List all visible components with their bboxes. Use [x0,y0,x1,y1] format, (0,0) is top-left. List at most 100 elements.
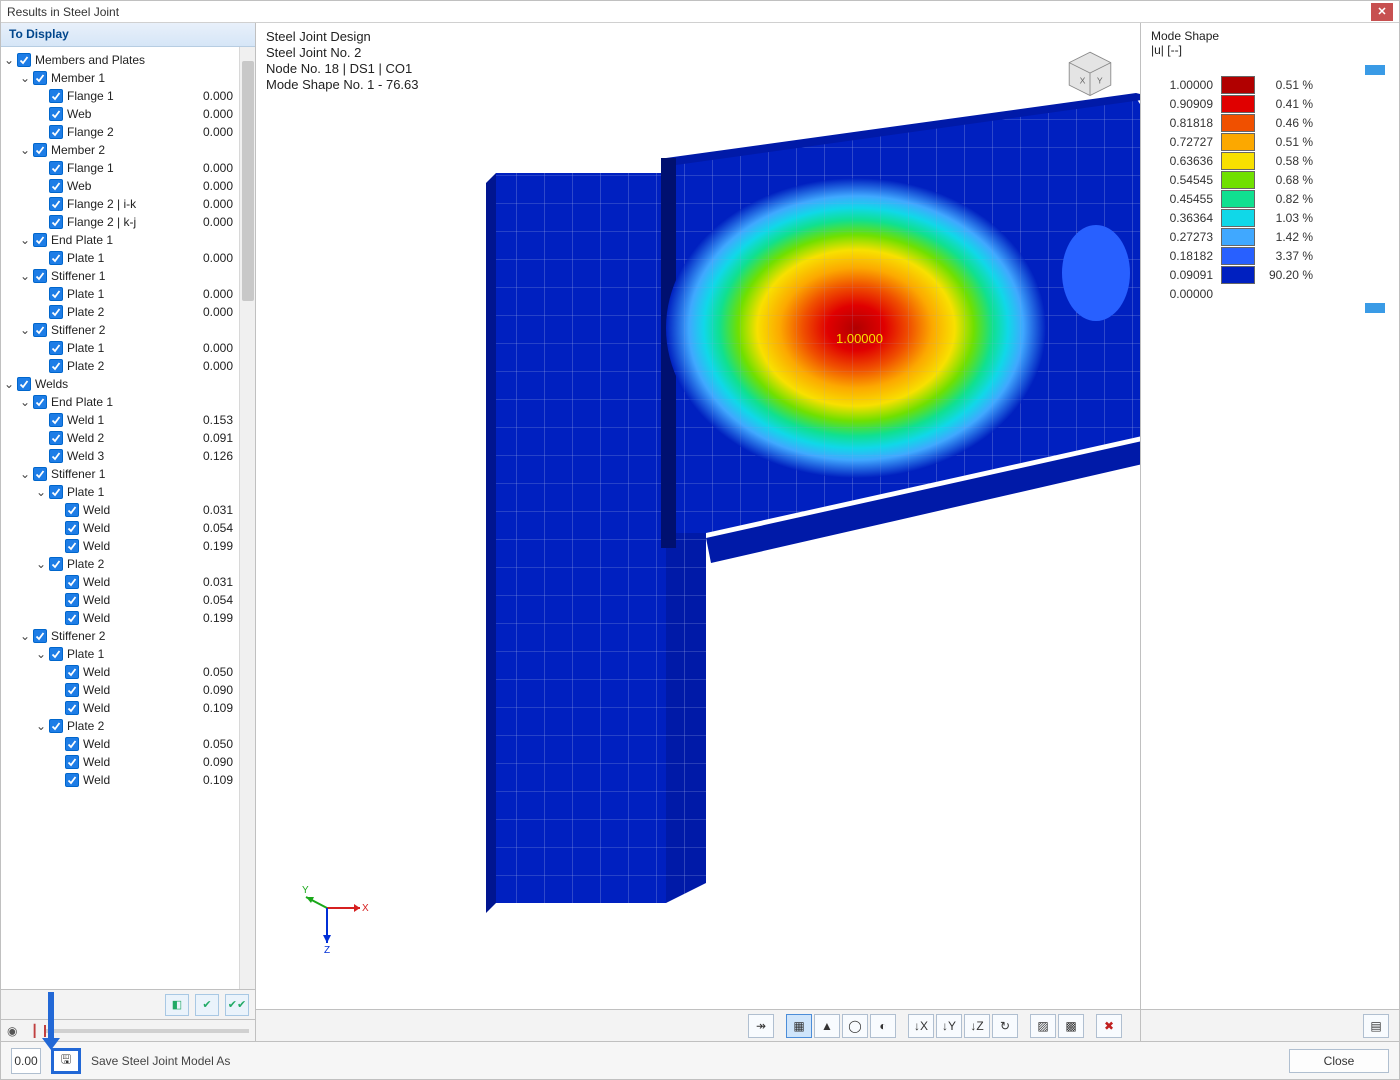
tree-row[interactable]: ⌄Welds [1,375,255,393]
save-model-button[interactable]: 🖫 [51,1048,81,1074]
tree-checkbox[interactable] [17,53,31,67]
tree-checkbox[interactable] [49,197,63,211]
tree-checkbox[interactable] [65,539,79,553]
tree-checkbox[interactable] [49,215,63,229]
close-button[interactable]: Close [1289,1049,1389,1073]
tree-row[interactable]: Weld0.109✓ [1,699,255,717]
tree-row[interactable]: Flange 2 | i-k0.000✓ [1,195,255,213]
tree-checkbox[interactable] [17,377,31,391]
tree-checkbox[interactable] [49,305,63,319]
vt-btn-axis-x[interactable]: ↓X [908,1014,934,1038]
tree-row[interactable]: Plate 10.000✓ [1,249,255,267]
vt-btn-iso-1[interactable]: ▨ [1030,1014,1056,1038]
3d-viewport[interactable]: Steel Joint Design Steel Joint No. 2 Nod… [256,23,1140,1009]
tree-row[interactable]: Weld0.199✓ [1,537,255,555]
tree-row[interactable]: Plate 20.000✓ [1,303,255,321]
tree-caret-icon[interactable]: ⌄ [19,467,31,481]
tree-checkbox[interactable] [49,251,63,265]
toolbar-btn-3[interactable]: ✔✔ [225,994,249,1016]
visibility-icon[interactable]: ◉ [7,1024,25,1038]
tree-checkbox[interactable] [65,503,79,517]
tree-row[interactable]: Plate 20.000✓ [1,357,255,375]
tree-row[interactable]: Flange 10.000✓ [1,159,255,177]
tree-caret-icon[interactable]: ⌄ [35,647,47,661]
tree-row[interactable]: Weld 20.091✓ [1,429,255,447]
tree-caret-icon[interactable]: ⌄ [35,485,47,499]
tree-row[interactable]: Weld0.031✓ [1,573,255,591]
tree-row[interactable]: Web0.000✓ [1,105,255,123]
vt-btn-display-3[interactable]: ◯ [842,1014,868,1038]
footer-num-button[interactable]: 0.00 [11,1048,41,1074]
tree-row[interactable]: Weld0.054✓ [1,591,255,609]
tree-caret-icon[interactable]: ⌄ [3,53,15,67]
tree-row[interactable]: ⌄Stiffener 2 [1,321,255,339]
tree-row[interactable]: Plate 10.000✓ [1,285,255,303]
tree-caret-icon[interactable]: ⌄ [19,269,31,283]
tree-row[interactable]: Weld0.050✓ [1,663,255,681]
tree-checkbox[interactable] [49,107,63,121]
tree-checkbox[interactable] [49,647,63,661]
tree-checkbox[interactable] [33,233,47,247]
tree-row[interactable]: Weld 10.153✓ [1,411,255,429]
tree-checkbox[interactable] [65,755,79,769]
tree-checkbox[interactable] [49,719,63,733]
tree-row[interactable]: Web0.000✓ [1,177,255,195]
vt-btn-axis-z[interactable]: ↓Z [964,1014,990,1038]
tree-row[interactable]: ⌄Stiffener 1 [1,465,255,483]
tree-row[interactable]: ⌄End Plate 1 [1,231,255,249]
tree-checkbox[interactable] [65,737,79,751]
vt-btn-arrow[interactable]: ↠ [748,1014,774,1038]
tree-row[interactable]: ⌄Members and Plates [1,51,255,69]
tree-caret-icon[interactable]: ⌄ [19,323,31,337]
tree-checkbox[interactable] [49,449,63,463]
vt-btn-iso-2[interactable]: ▩ [1058,1014,1084,1038]
tree-row[interactable]: Plate 10.000✓ [1,339,255,357]
tree-checkbox[interactable] [65,521,79,535]
vt-btn-display-4[interactable]: ◐ [870,1014,896,1038]
tree-caret-icon[interactable]: ⌄ [3,377,15,391]
tree-row[interactable]: Weld 30.126✓ [1,447,255,465]
tree-checkbox[interactable] [49,359,63,373]
window-close-button[interactable]: ✕ [1371,3,1393,21]
tree-row[interactable]: Flange 10.000✓ [1,87,255,105]
tree-checkbox[interactable] [65,665,79,679]
tree-row[interactable]: ⌄Plate 2 [1,717,255,735]
tree-checkbox[interactable] [49,125,63,139]
tree-checkbox[interactable] [33,71,47,85]
tree-caret-icon[interactable]: ⌄ [19,71,31,85]
tree-row[interactable]: Weld0.050✓ [1,735,255,753]
tree-caret-icon[interactable]: ⌄ [35,557,47,571]
tree-checkbox[interactable] [49,161,63,175]
vt-btn-axis-r[interactable]: ↻ [992,1014,1018,1038]
result-tree[interactable]: ⌄Members and Plates⌄Member 1Flange 10.00… [1,47,255,989]
vt-btn-axis-y[interactable]: ↓Y [936,1014,962,1038]
tree-checkbox[interactable] [33,269,47,283]
tree-checkbox[interactable] [33,323,47,337]
toolbar-btn-2[interactable]: ✔ [195,994,219,1016]
legend-bottom-handle[interactable] [1365,303,1385,313]
tree-row[interactable]: ⌄End Plate 1 [1,393,255,411]
tree-checkbox[interactable] [49,431,63,445]
legend-top-handle[interactable] [1365,65,1385,75]
tree-row[interactable]: ⌄Plate 1 [1,645,255,663]
vt-btn-reset[interactable]: ✖ [1096,1014,1122,1038]
tree-checkbox[interactable] [49,89,63,103]
tree-row[interactable]: ⌄Stiffener 2 [1,627,255,645]
toolbar-btn-1[interactable]: ◧ [165,994,189,1016]
vt-btn-display-2[interactable]: ▲ [814,1014,840,1038]
tree-row[interactable]: Weld0.054✓ [1,519,255,537]
axes-gizmo[interactable]: X Y Z [302,883,372,953]
tree-checkbox[interactable] [33,143,47,157]
tree-checkbox[interactable] [65,773,79,787]
tree-row[interactable]: Flange 2 | k-j0.000✓ [1,213,255,231]
opacity-slider[interactable] [44,1029,249,1033]
tree-row[interactable]: ⌄Plate 1 [1,483,255,501]
tree-caret-icon[interactable]: ⌄ [35,719,47,733]
tree-checkbox[interactable] [49,413,63,427]
tree-checkbox[interactable] [65,701,79,715]
tree-caret-icon[interactable]: ⌄ [19,395,31,409]
tree-caret-icon[interactable]: ⌄ [19,629,31,643]
tree-row[interactable]: ⌄Member 1 [1,69,255,87]
tree-row[interactable]: Weld0.090✓ [1,753,255,771]
tree-caret-icon[interactable]: ⌄ [19,143,31,157]
